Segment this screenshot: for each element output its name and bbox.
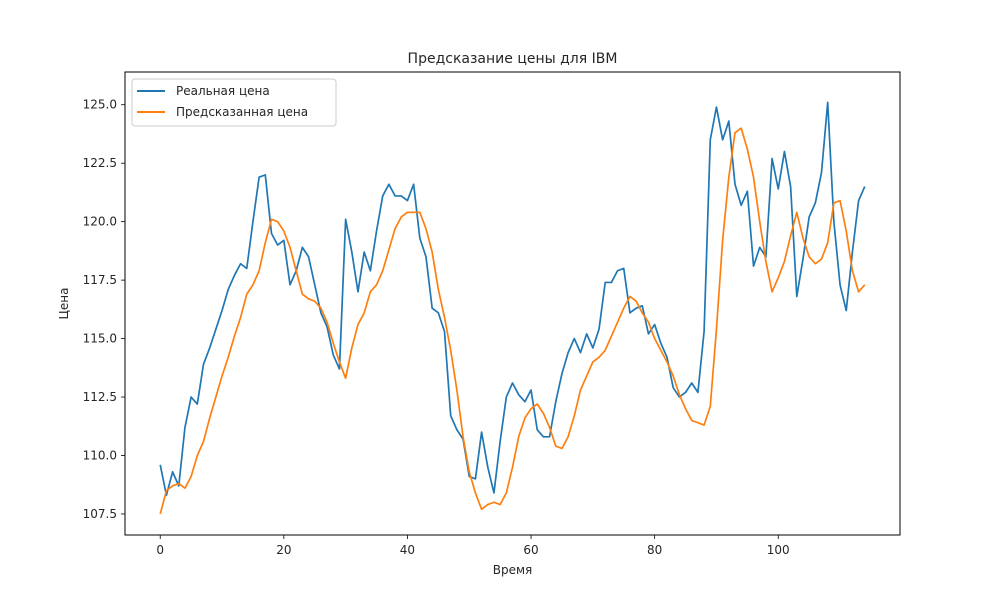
y-tick-label: 115.0	[83, 332, 117, 346]
x-tick-label: 0	[156, 543, 164, 557]
x-tick-label: 20	[276, 543, 291, 557]
series-line-real	[159, 101, 866, 497]
y-axis-label: Цена	[57, 288, 71, 320]
x-tick-label: 60	[523, 543, 538, 557]
y-tick-label: 110.0	[83, 448, 117, 462]
x-axis-label: Время	[493, 563, 533, 577]
x-tick-label: 100	[767, 543, 790, 557]
lines-layer	[159, 101, 866, 515]
legend-label-predicted: Предсказанная цена	[176, 105, 308, 119]
legend-box	[131, 78, 337, 127]
y-tick-label: 112.5	[83, 390, 117, 404]
series-line-predicted	[159, 127, 866, 515]
y-tick-label: 120.0	[83, 215, 117, 229]
legend-label-real: Реальная цена	[176, 84, 270, 98]
axes-frame	[124, 71, 901, 536]
y-tick-label: 107.5	[83, 507, 117, 521]
y-tick-label: 125.0	[83, 98, 117, 112]
plot-area	[124, 71, 901, 536]
y-tick-label: 122.5	[83, 156, 117, 170]
x-axis: 0 20 40 60 80 100	[156, 535, 790, 557]
x-tick-label: 40	[400, 543, 415, 557]
legend: Реальная цена Предсказанная цена	[131, 78, 337, 127]
y-axis: 107.5 110.0 112.5 115.0 117.5 120.0 122.5 125.0	[83, 98, 125, 521]
y-tick-label: 117.5	[83, 273, 117, 287]
x-tick-label: 80	[647, 543, 662, 557]
chart-title: Предсказание цены для IBM	[408, 51, 618, 67]
